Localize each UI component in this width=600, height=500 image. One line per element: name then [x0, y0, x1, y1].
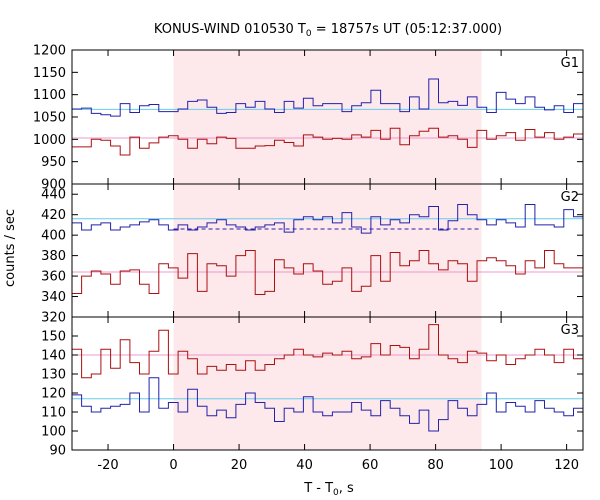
- y-tick-label: 420: [41, 208, 66, 223]
- series-red-g3: [72, 324, 583, 379]
- y-tick-label: 130: [41, 368, 66, 383]
- y-tick-label: 340: [41, 290, 66, 305]
- panel-frame: [71, 316, 584, 451]
- y-tick-label: 440: [41, 188, 66, 203]
- y-tick-label: 950: [41, 155, 66, 170]
- series-red-g1: [72, 127, 583, 156]
- y-tick-label: 1100: [33, 88, 66, 103]
- y-tick-label: 1200: [33, 44, 66, 59]
- x-tick-label: 0: [169, 458, 177, 473]
- y-tick-label: 1000: [33, 133, 66, 148]
- y-tick-label: 380: [41, 249, 66, 264]
- panel-label: G1: [561, 56, 579, 71]
- y-tick-label: 1150: [33, 66, 66, 81]
- series-red-g2: [72, 250, 583, 295]
- x-tick-label: 80: [427, 458, 444, 473]
- x-tick-label: 60: [362, 458, 379, 473]
- y-tick-label: 100: [41, 425, 66, 440]
- x-tick-label: 100: [489, 458, 514, 473]
- y-tick-label: 320: [41, 311, 66, 326]
- y-tick-label: 400: [41, 229, 66, 244]
- x-axis-label-rest: , s: [339, 481, 354, 496]
- panel-g1: 900 950 1000 1050 1100 1150 1200 G1: [33, 44, 584, 193]
- y-tick-label: 120: [41, 387, 66, 402]
- y-tick-label: 150: [41, 330, 66, 345]
- panel-g2: 320 340 360 380 400 420 440 G2: [41, 183, 584, 326]
- chart-title-rest: = 18757s UT (05:12:37.000): [312, 22, 502, 37]
- y-tick-label: 360: [41, 270, 66, 285]
- y-tick-label: 110: [41, 406, 66, 421]
- y-tick-label: 900: [41, 178, 66, 193]
- chart-title-subscript: 0: [306, 29, 312, 39]
- highlight-interval: [173, 50, 482, 450]
- x-tick-label: 40: [296, 458, 313, 473]
- panel-g3: 90 100 110 120 130 140 150 G3: [41, 316, 584, 459]
- series-blue-g3: [72, 377, 583, 432]
- x-tick-label: -20: [97, 458, 118, 473]
- x-axis-label-main: T - T: [303, 481, 333, 496]
- chart-title: KONUS-WIND 010530 T0 = 18757s UT (05:12:…: [154, 22, 502, 39]
- y-tick-label: 1050: [33, 111, 66, 126]
- panel-label: G3: [561, 323, 579, 338]
- plot-area: 90095010001050110011501200G1320340360380…: [33, 44, 584, 473]
- x-tick-label: 120: [554, 458, 579, 473]
- x-axis-label-subscript: 0: [333, 488, 339, 498]
- x-tick-label: 20: [231, 458, 248, 473]
- y-axis-label: counts / sec: [3, 209, 18, 287]
- chart-title-main: KONUS-WIND 010530 T: [154, 22, 306, 37]
- y-tick-label: 90: [49, 444, 66, 459]
- y-tick-label: 140: [41, 349, 66, 364]
- x-axis-label: T - T0, s: [303, 481, 354, 498]
- series-blue-g1: [72, 78, 583, 117]
- series-blue-g2: [72, 204, 583, 234]
- panel-label: G2: [561, 190, 579, 205]
